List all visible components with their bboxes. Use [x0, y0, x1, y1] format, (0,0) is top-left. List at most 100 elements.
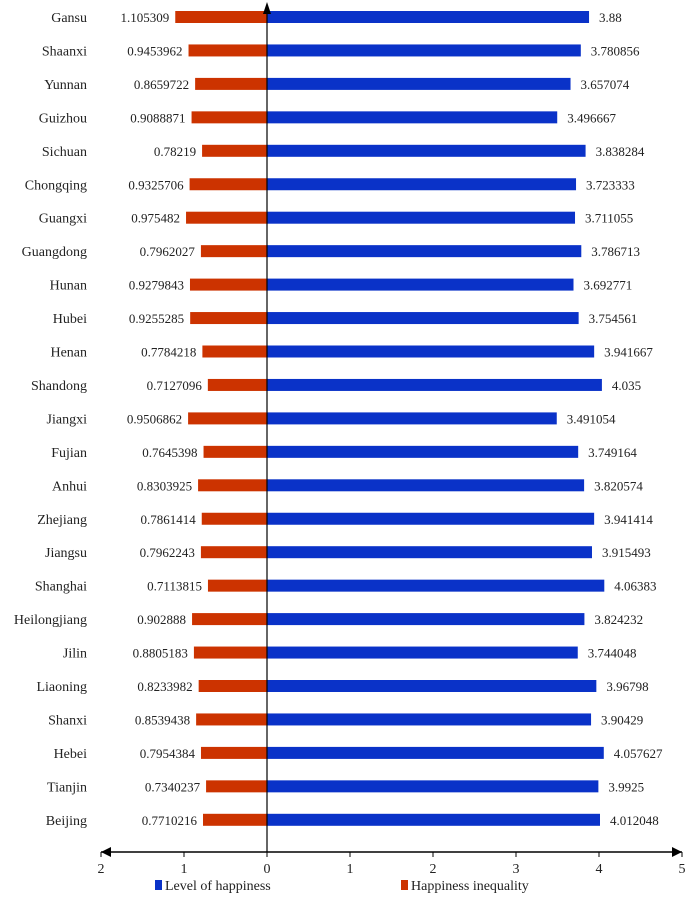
happiness-bar	[267, 212, 575, 224]
happiness-bar	[267, 680, 596, 692]
x-tick-label: 4	[596, 862, 603, 877]
happiness-bar	[267, 513, 594, 525]
inequality-bar	[192, 613, 267, 625]
happiness-value-label: 3.88	[599, 10, 622, 25]
category-label: Shanxi	[48, 713, 87, 728]
happiness-value-label: 3.941414	[604, 512, 653, 527]
category-label: Hubei	[53, 312, 87, 327]
happiness-value-label: 3.90429	[601, 712, 643, 727]
happiness-bar	[267, 379, 602, 391]
category-label: Yunnan	[44, 78, 87, 93]
category-label: Jilin	[63, 647, 87, 662]
legend-label-happiness: Level of happiness	[165, 879, 271, 894]
happiness-bar	[267, 713, 591, 725]
inequality-bar	[208, 580, 267, 592]
inequality-bar	[190, 279, 267, 291]
inequality-bar	[203, 814, 267, 826]
happiness-value-label: 3.496667	[567, 110, 616, 125]
x-tick-label: 0	[264, 862, 271, 877]
inequality-value-label: 0.7340237	[145, 779, 201, 794]
legend-swatch-happiness	[155, 880, 162, 890]
inequality-bar	[192, 111, 267, 123]
inequality-bar	[204, 446, 267, 458]
happiness-bar	[267, 312, 579, 324]
inequality-value-label: 0.8539438	[135, 712, 190, 727]
inequality-bar	[186, 212, 267, 224]
category-label: Anhui	[52, 479, 87, 494]
happiness-value-label: 3.838284	[596, 144, 645, 159]
inequality-value-label: 0.7127096	[147, 378, 203, 393]
category-label: Zhejiang	[37, 513, 87, 528]
inequality-bar	[208, 379, 267, 391]
happiness-bar	[267, 279, 574, 291]
category-label: Fujian	[51, 446, 87, 461]
category-label: Hebei	[54, 747, 88, 762]
x-tick-label: 5	[679, 862, 685, 877]
category-label: Shanghai	[35, 580, 87, 595]
happiness-bar	[267, 546, 592, 558]
inequality-value-label: 0.975482	[131, 211, 180, 226]
happiness-value-label: 3.692771	[584, 278, 633, 293]
x-tick-label: 1	[347, 862, 354, 877]
inequality-bar	[202, 346, 267, 358]
inequality-bar	[190, 178, 267, 190]
inequality-value-label: 0.7962243	[140, 545, 195, 560]
inequality-bar	[201, 245, 267, 257]
category-label: Chongqing	[25, 178, 87, 193]
inequality-bar	[202, 513, 267, 525]
happiness-bar	[267, 412, 557, 424]
happiness-bar	[267, 780, 598, 792]
happiness-bar	[267, 245, 581, 257]
inequality-value-label: 0.8659722	[134, 77, 189, 92]
inequality-bar	[201, 747, 267, 759]
inequality-bar	[199, 680, 267, 692]
category-label: Guizhou	[39, 111, 87, 126]
x-tick-label: 3	[513, 862, 520, 877]
category-label: Jiangxi	[47, 412, 88, 427]
category-label: Liaoning	[36, 680, 87, 695]
category-label: Tianjin	[47, 780, 87, 795]
happiness-bar	[267, 446, 578, 458]
happiness-value-label: 3.96798	[606, 679, 648, 694]
inequality-value-label: 0.7861414	[141, 512, 197, 527]
category-label: Shaanxi	[42, 44, 87, 59]
inequality-bar	[202, 145, 267, 157]
happiness-bar	[267, 145, 586, 157]
inequality-value-label: 0.9453962	[127, 43, 182, 58]
happiness-bar	[267, 111, 557, 123]
happiness-bar	[267, 814, 600, 826]
inequality-value-label: 0.7645398	[142, 445, 197, 460]
category-label: Beijing	[46, 814, 87, 829]
inequality-bar	[175, 11, 267, 23]
happiness-value-label: 4.012048	[610, 813, 659, 828]
happiness-bar	[267, 613, 584, 625]
legend-swatch-inequality	[401, 880, 408, 890]
happiness-value-label: 3.820574	[594, 478, 643, 493]
happiness-value-label: 3.9925	[608, 779, 644, 794]
inequality-value-label: 0.7954384	[140, 746, 196, 761]
category-label: Shandong	[31, 379, 87, 394]
category-label: Guangdong	[22, 245, 87, 260]
happiness-value-label: 3.749164	[588, 445, 637, 460]
inequality-bar	[201, 546, 267, 558]
happiness-bar	[267, 178, 576, 190]
inequality-bar	[196, 713, 267, 725]
category-label: Sichuan	[42, 145, 87, 160]
inequality-value-label: 0.7710216	[142, 813, 198, 828]
happiness-value-label: 3.657074	[581, 77, 630, 92]
x-tick-label: 2	[430, 862, 437, 877]
happiness-value-label: 3.824232	[594, 612, 643, 627]
happiness-value-label: 3.744048	[588, 646, 637, 661]
inequality-value-label: 0.9325706	[128, 177, 184, 192]
happiness-bar	[267, 78, 571, 90]
happiness-bar	[267, 580, 604, 592]
axis-arrow-left	[101, 847, 111, 857]
inequality-value-label: 0.9279843	[129, 278, 184, 293]
inequality-value-label: 0.7113815	[147, 579, 202, 594]
happiness-bar	[267, 346, 594, 358]
category-label: Jiangsu	[45, 546, 87, 561]
category-label: Henan	[50, 346, 87, 361]
inequality-value-label: 1.105309	[121, 10, 170, 25]
category-label: Gansu	[51, 11, 87, 26]
